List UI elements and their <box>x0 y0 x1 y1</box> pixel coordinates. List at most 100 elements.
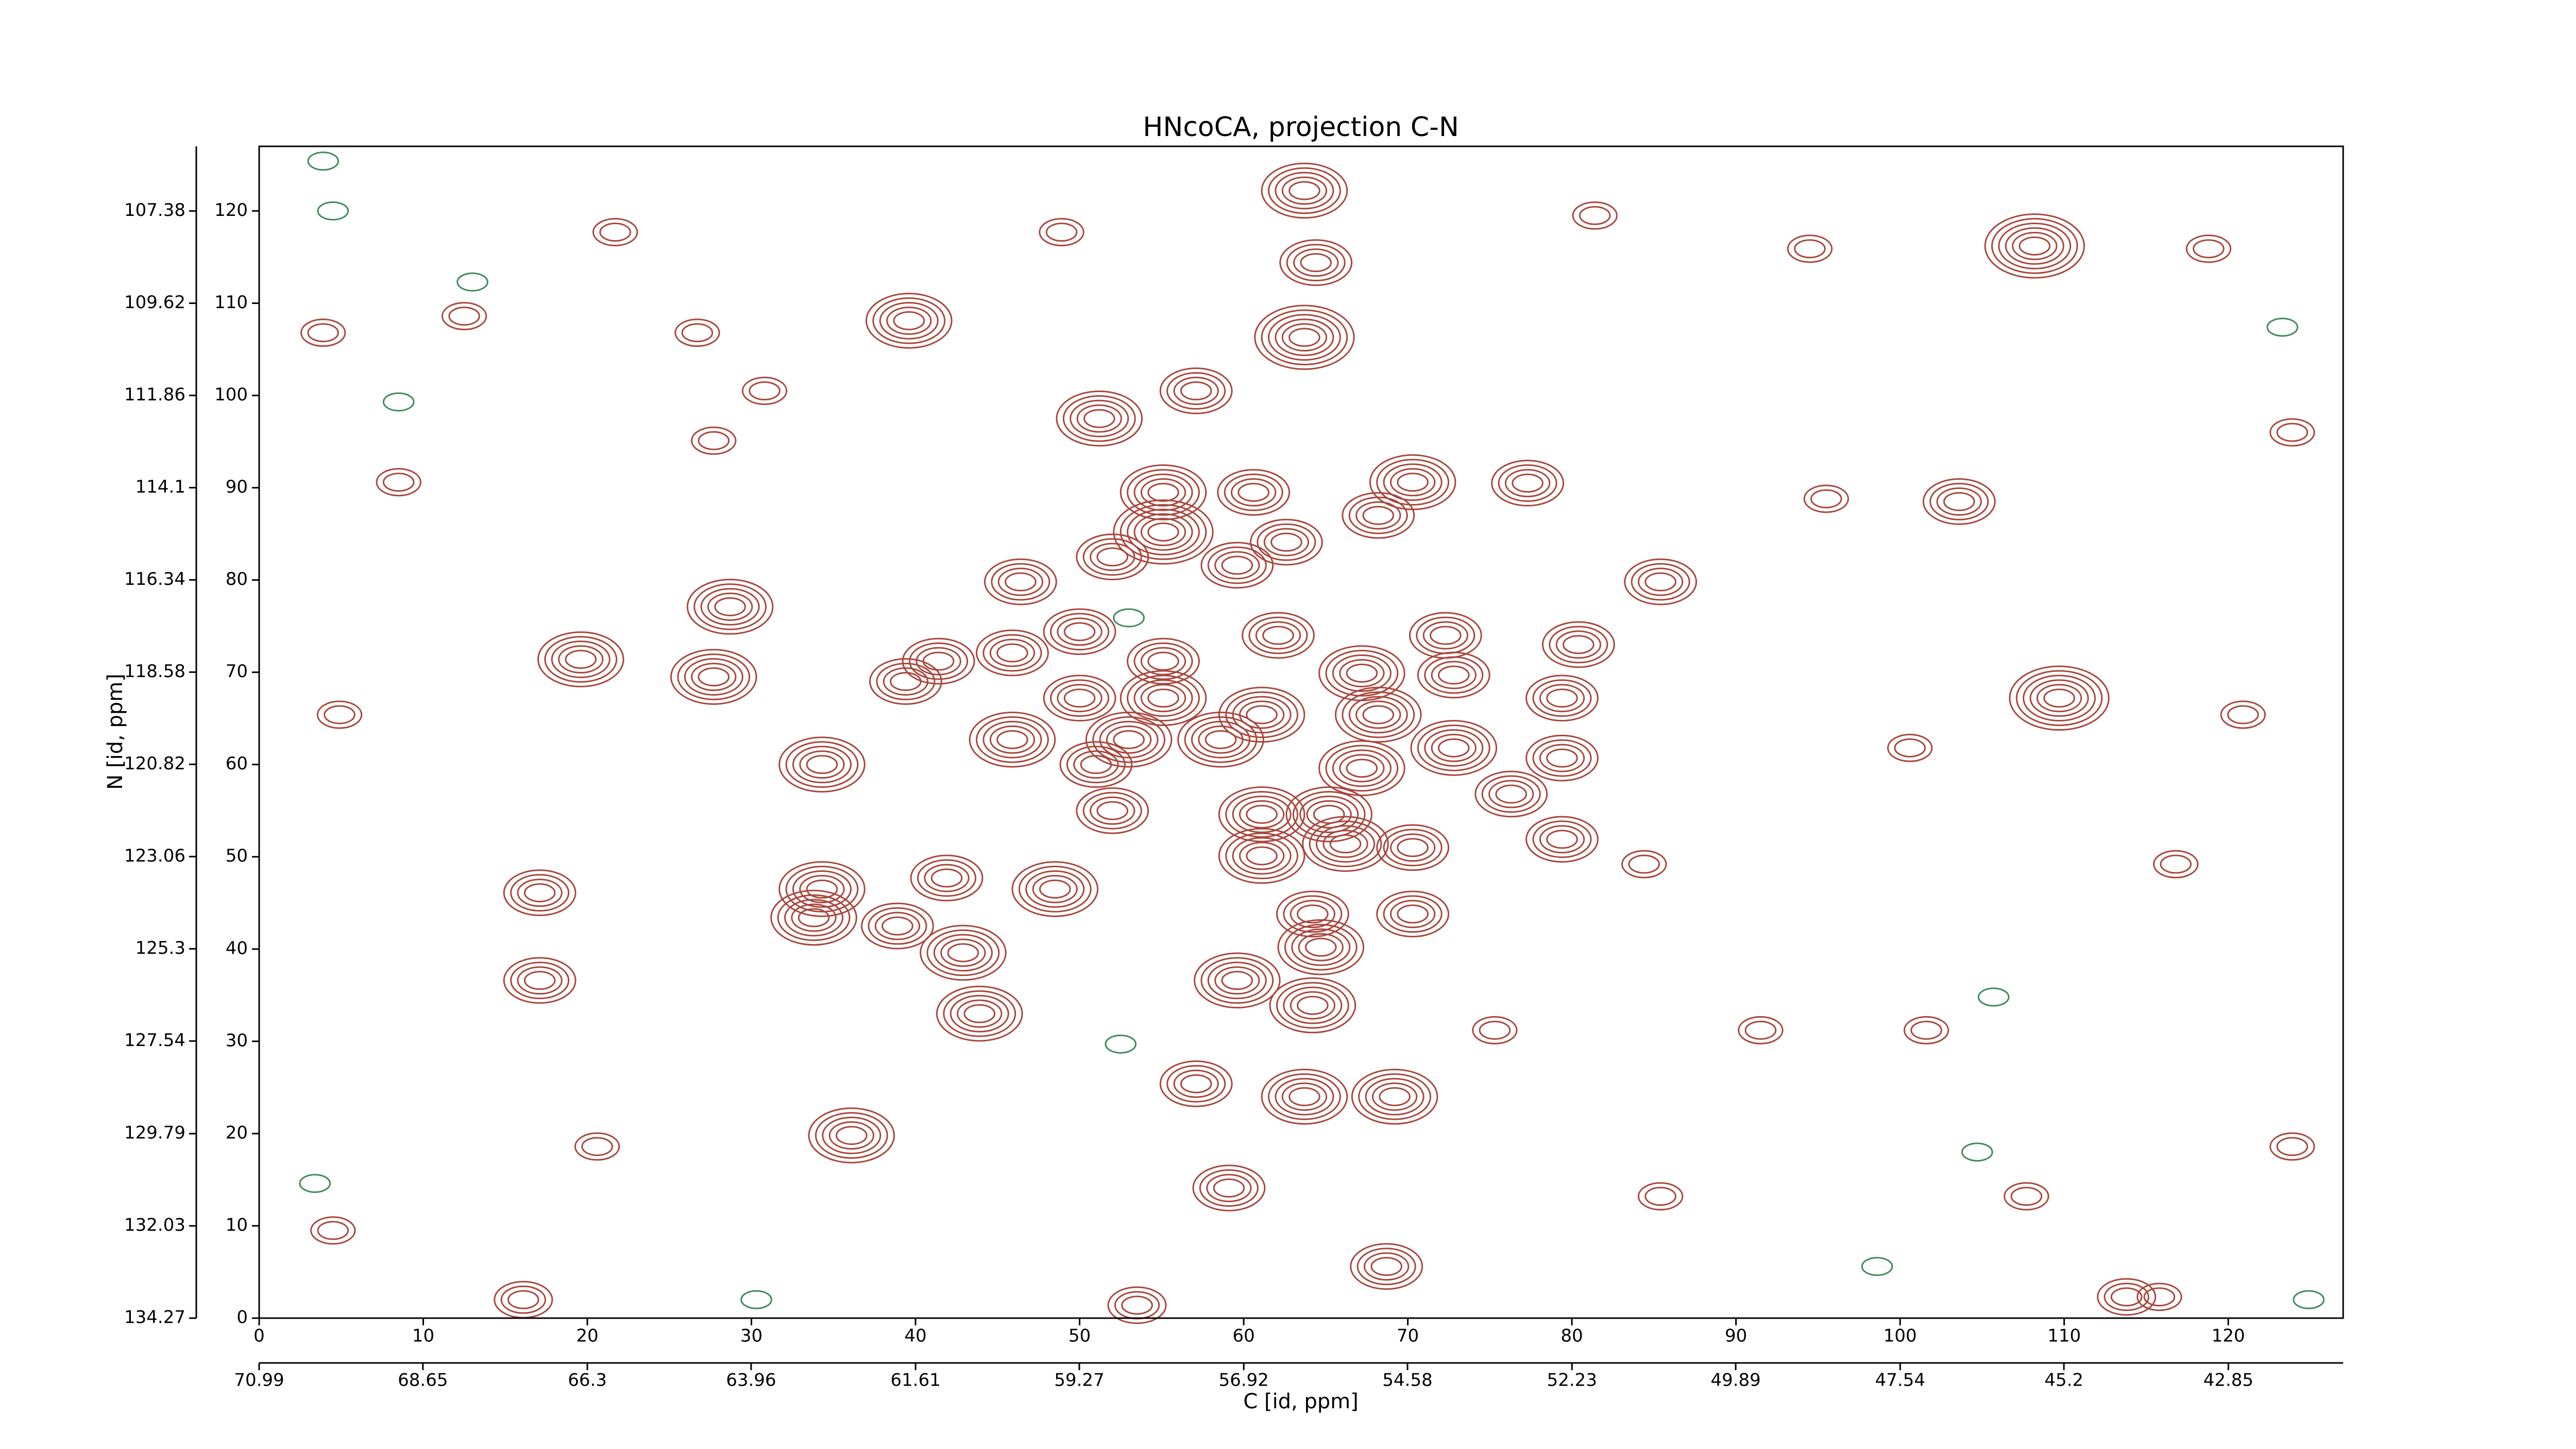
contour-level <box>2269 418 2315 447</box>
contour-level <box>1903 1016 1950 1044</box>
contour-level <box>1532 820 1592 858</box>
contour-level <box>950 995 1009 1033</box>
contour-level <box>1239 841 1285 870</box>
contour-level <box>1289 1087 1320 1106</box>
contour-level <box>1217 469 1291 516</box>
contour-level <box>1283 895 1343 933</box>
contour-level <box>1929 482 1989 520</box>
contour-level <box>1738 1016 1784 1044</box>
contour-level <box>1166 1065 1226 1103</box>
contour-level <box>2009 665 2110 731</box>
y-tick-label: 60 <box>226 753 248 774</box>
contour-level <box>510 874 570 912</box>
y-tick-label: 30 <box>226 1030 248 1051</box>
contour-level <box>1539 744 1585 772</box>
contour-level <box>1334 686 1422 743</box>
contour-level <box>1147 522 1179 542</box>
contour-level <box>558 645 604 674</box>
contour-level <box>828 1121 874 1150</box>
contour-level <box>1254 305 1355 370</box>
contour-level <box>1269 977 1357 1034</box>
x-tick-label: 90 <box>1725 1326 1747 1346</box>
y-tick-label: 100 <box>214 384 248 405</box>
contour-level <box>1286 244 1346 282</box>
contour-level <box>882 916 913 936</box>
contour-level <box>1225 691 1298 738</box>
contour-level <box>777 894 851 941</box>
contour-level <box>1096 801 1129 820</box>
contour-level <box>317 1221 349 1240</box>
contour-level <box>307 323 340 343</box>
contour-level <box>1241 612 1315 659</box>
x-tick-label: 30 <box>740 1326 762 1346</box>
contour-level <box>1066 746 1126 784</box>
contour-level <box>982 720 1042 759</box>
y2-tick-label: 123.06 <box>124 846 185 866</box>
contour-level <box>1255 621 1301 650</box>
contour-level <box>792 870 852 908</box>
contour-level <box>299 1174 331 1193</box>
contour-level <box>1397 838 1429 857</box>
contour-level <box>1525 734 1599 782</box>
contour-level <box>982 634 1042 672</box>
contour-level <box>1140 684 1187 713</box>
contour-level <box>1389 900 1436 929</box>
contour-level <box>1329 834 1362 854</box>
contour-level <box>698 667 730 687</box>
contour-level <box>2160 854 2192 874</box>
contour-level <box>1645 1187 1676 1206</box>
x2-tick-label: 54.58 <box>1382 1370 1432 1391</box>
contour-level <box>1325 650 1399 697</box>
contour-level <box>2004 1182 2049 1211</box>
contour-level <box>1498 464 1557 502</box>
contour-level <box>1437 665 1470 685</box>
contour-level <box>1207 546 1267 584</box>
contour-level <box>1057 617 1103 646</box>
contour-level <box>1246 804 1278 824</box>
contour-level <box>1275 318 1334 357</box>
contour-level <box>2293 1290 2325 1309</box>
contour-level <box>1180 381 1212 401</box>
contour-level <box>684 658 743 696</box>
contour-level <box>1289 181 1320 200</box>
contour-level <box>1313 804 1345 824</box>
contour-level <box>1363 1252 1410 1281</box>
contour-level <box>922 651 955 671</box>
y-tick-label: 10 <box>226 1215 248 1235</box>
contour-level <box>930 868 963 888</box>
contour-level <box>1302 816 1389 872</box>
x2-tick-label: 66.3 <box>568 1370 607 1391</box>
contour-level <box>1628 854 1660 874</box>
contour-level <box>933 934 993 972</box>
contour-level <box>1290 900 1335 929</box>
contour-level <box>1621 850 1667 879</box>
contour-level <box>876 663 936 700</box>
contour-level <box>1803 484 1849 513</box>
x-tick-label: 120 <box>2212 1326 2245 1346</box>
contour-level <box>1525 675 1599 722</box>
contour-level <box>1133 642 1193 680</box>
y-tick-label: 50 <box>226 846 248 866</box>
contour-level <box>2227 705 2259 724</box>
contour-level <box>700 588 760 626</box>
contour-level <box>1206 1174 1252 1202</box>
contour-level <box>1070 399 1129 437</box>
contour-level <box>868 907 927 945</box>
contour-level <box>1562 635 1595 654</box>
contour-level <box>1275 172 1334 210</box>
contour-level <box>456 272 488 292</box>
contour-level <box>1205 730 1237 749</box>
x-tick-label: 60 <box>1232 1326 1255 1346</box>
contour-level <box>1218 786 1306 843</box>
contour-level <box>1221 555 1253 575</box>
contour-level <box>1214 966 1260 995</box>
contour-level <box>1270 532 1302 552</box>
x-axis-label: C [id, ppm] <box>1243 1390 1359 1413</box>
x2-tick-label: 45.2 <box>2044 1370 2083 1391</box>
contour-level <box>1289 328 1320 347</box>
contour-level <box>1080 755 1112 774</box>
contour-level <box>1082 538 1142 576</box>
contour-level <box>910 854 984 902</box>
contour-level <box>307 151 340 171</box>
contour-level <box>1062 395 1136 442</box>
